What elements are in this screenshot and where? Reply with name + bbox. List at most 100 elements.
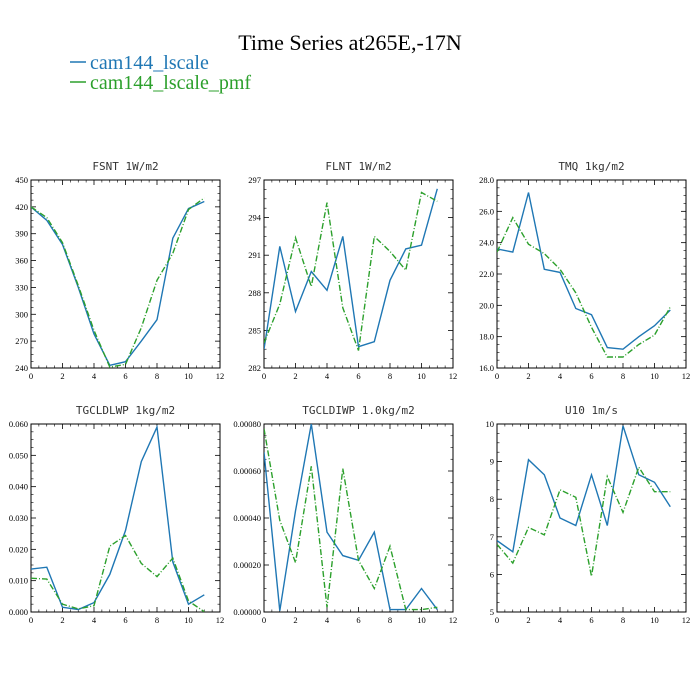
y-tick-label: 24.0 bbox=[479, 238, 494, 248]
chart-panel: FSNT 1W/m2 0 2 4 6 8 10 12 240 270 300 330 360 390 420… bbox=[15, 160, 224, 381]
y-tick-label: 0.020 bbox=[9, 544, 28, 554]
x-tick-label: 4 bbox=[92, 615, 97, 625]
x-tick-label: 10 bbox=[184, 615, 193, 625]
x-tick-label: 12 bbox=[449, 371, 458, 381]
x-tick-label: 2 bbox=[60, 615, 64, 625]
x-tick-label: 8 bbox=[155, 615, 159, 625]
series-line-lscale bbox=[497, 192, 671, 350]
x-tick-label: 2 bbox=[526, 615, 530, 625]
series-line-lscale-pmf bbox=[31, 534, 205, 612]
chart-panel: TGCLDIWP 1.0kg/m2 0 2 4 6 8 10 12 0.00000 0.00020… bbox=[233, 404, 457, 625]
y-tick-label: 291 bbox=[248, 250, 261, 260]
panel-title: TGCLDLWP 1kg/m2 bbox=[76, 404, 175, 417]
chart-panel: U10 1m/s 0 2 4 6 8 10 12 5 6 7 8 9 10 bbox=[486, 404, 691, 625]
plot-frame bbox=[30, 423, 221, 613]
x-tick-label: 0 bbox=[29, 615, 33, 625]
y-tick-label: 0.050 bbox=[9, 450, 28, 460]
series-line-lscale-pmf bbox=[497, 216, 671, 358]
plot-frame bbox=[496, 423, 687, 613]
y-tick-label: 7 bbox=[490, 532, 494, 542]
legend-label-lscale-pmf: cam144_lscale_pmf bbox=[90, 72, 251, 94]
x-tick-label: 4 bbox=[325, 371, 330, 381]
x-tick-label: 10 bbox=[417, 615, 426, 625]
y-tick-label: 16.0 bbox=[479, 363, 494, 373]
y-tick-label: 8 bbox=[490, 494, 494, 504]
x-tick-label: 10 bbox=[650, 615, 659, 625]
x-tick-label: 0 bbox=[262, 371, 266, 381]
y-tick-label: 0.040 bbox=[9, 482, 28, 492]
x-tick-label: 8 bbox=[388, 371, 392, 381]
x-tick-label: 10 bbox=[417, 371, 426, 381]
y-tick-label: 300 bbox=[15, 309, 28, 319]
x-tick-label: 12 bbox=[216, 615, 225, 625]
x-tick-label: 6 bbox=[356, 371, 360, 381]
x-tick-label: 2 bbox=[60, 371, 64, 381]
chart-panel: TGCLDLWP 1kg/m2 0 2 4 6 8 10 12 0.000 0.010 0.020 0… bbox=[9, 404, 224, 625]
x-tick-label: 6 bbox=[356, 615, 360, 625]
y-tick-label: 297 bbox=[248, 175, 261, 185]
x-tick-label: 2 bbox=[293, 371, 297, 381]
series-line-lscale-pmf bbox=[264, 428, 438, 611]
y-tick-label: 282 bbox=[248, 363, 261, 373]
x-tick-label: 12 bbox=[682, 371, 691, 381]
series-line-lscale-pmf bbox=[31, 197, 205, 368]
x-tick-label: 12 bbox=[682, 615, 691, 625]
y-tick-label: 450 bbox=[15, 175, 28, 185]
y-tick-label: 0.00080 bbox=[233, 419, 261, 429]
x-tick-label: 2 bbox=[526, 371, 530, 381]
series-line-lscale bbox=[264, 424, 438, 611]
y-tick-label: 6 bbox=[490, 569, 494, 579]
y-tick-label: 22.0 bbox=[479, 269, 494, 279]
chart-panel: TMQ 1kg/m2 0 2 4 6 8 10 12 16.0 18.0 20.0 22.0 24.0 2… bbox=[479, 160, 690, 381]
panel-title: TGCLDIWP 1.0kg/m2 bbox=[302, 404, 415, 417]
x-tick-label: 0 bbox=[495, 615, 499, 625]
x-tick-label: 4 bbox=[558, 371, 563, 381]
y-tick-label: 390 bbox=[15, 229, 28, 239]
y-tick-label: 0.060 bbox=[9, 419, 28, 429]
x-tick-label: 10 bbox=[650, 371, 659, 381]
y-tick-label: 288 bbox=[248, 288, 261, 298]
panel-title: FLNT 1W/m2 bbox=[325, 160, 391, 173]
panels: FSNT 1W/m20 2 4 6 8 10 12240270300330360390420… bbox=[9, 160, 690, 625]
x-tick-label: 8 bbox=[621, 371, 625, 381]
x-tick-label: 12 bbox=[449, 615, 458, 625]
y-tick-label: 285 bbox=[248, 325, 261, 335]
y-tick-label: 0.00020 bbox=[233, 560, 261, 570]
legend: cam144_lscale cam144_lscale_pmf bbox=[70, 52, 251, 94]
y-tick-label: 240 bbox=[15, 363, 28, 373]
plot-frame bbox=[30, 179, 221, 369]
series-line-lscale-pmf bbox=[264, 191, 438, 351]
plot-frame bbox=[496, 179, 687, 369]
x-tick-label: 0 bbox=[262, 615, 266, 625]
x-tick-label: 12 bbox=[216, 371, 225, 381]
y-tick-label: 330 bbox=[15, 282, 28, 292]
x-tick-label: 0 bbox=[29, 371, 33, 381]
x-tick-label: 4 bbox=[325, 615, 330, 625]
y-tick-label: 26.0 bbox=[479, 206, 494, 216]
y-tick-label: 0.00060 bbox=[233, 466, 261, 476]
x-tick-label: 6 bbox=[589, 615, 593, 625]
x-tick-label: 8 bbox=[621, 615, 625, 625]
y-tick-label: 10 bbox=[486, 419, 495, 429]
x-tick-label: 2 bbox=[293, 615, 297, 625]
panel-title: TMQ 1kg/m2 bbox=[558, 160, 624, 173]
y-tick-label: 0.000 bbox=[9, 607, 28, 617]
x-tick-label: 0 bbox=[495, 371, 499, 381]
panel-title: FSNT 1W/m2 bbox=[92, 160, 158, 173]
x-tick-label: 4 bbox=[92, 371, 97, 381]
series-line-lscale-pmf bbox=[497, 465, 671, 577]
x-tick-label: 4 bbox=[558, 615, 563, 625]
y-tick-label: 5 bbox=[490, 607, 494, 617]
y-tick-label: 0.010 bbox=[9, 576, 28, 586]
series-line-lscale bbox=[497, 425, 671, 554]
y-tick-label: 270 bbox=[15, 336, 28, 346]
x-tick-label: 10 bbox=[184, 371, 193, 381]
y-tick-label: 0.00040 bbox=[233, 513, 261, 523]
chart-panel: FLNT 1W/m2 0 2 4 6 8 10 12 282 285 288 291 294 297 bbox=[248, 160, 457, 381]
y-tick-label: 9 bbox=[490, 457, 494, 467]
y-tick-label: 0.030 bbox=[9, 513, 28, 523]
x-tick-label: 8 bbox=[388, 615, 392, 625]
plot-frame bbox=[263, 179, 454, 369]
y-tick-label: 0.00000 bbox=[233, 607, 261, 617]
